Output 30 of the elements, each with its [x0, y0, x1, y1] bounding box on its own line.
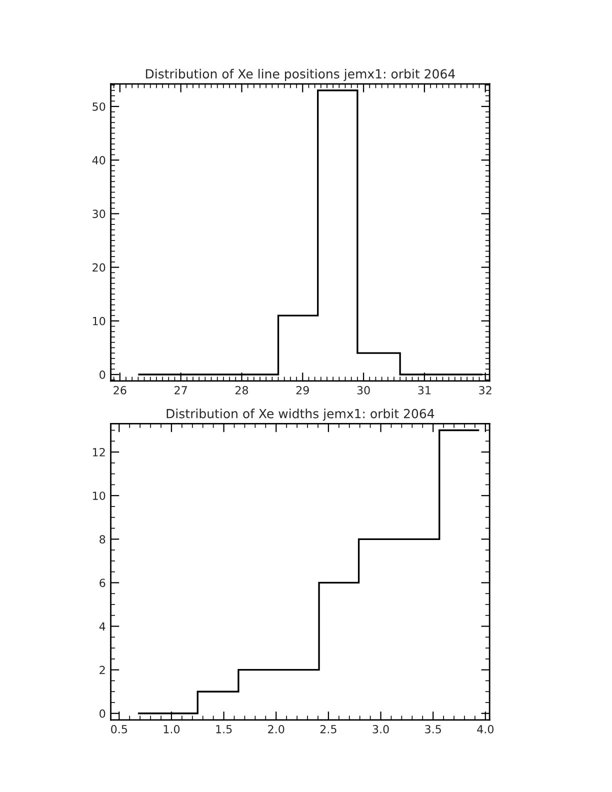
y-tick-label: 6 [100, 578, 106, 588]
y-tick-label: 2 [100, 666, 105, 674]
x-tick-label: 27 [174, 386, 187, 394]
x-tick-label: 4.0 [477, 724, 494, 734]
x-tick-label: 30 [357, 386, 370, 394]
x-tick-label: 32 [479, 386, 492, 394]
chart-title: Distribution of Xe widths jemx1: orbit 2064 [166, 408, 434, 421]
x-tick-label: 2.5 [320, 724, 336, 734]
x-tick-label: 3.5 [425, 724, 441, 734]
y-tick-label: 40 [92, 156, 106, 164]
x-tick-label: 1.5 [216, 725, 232, 734]
x-tick-label: 3.0 [372, 724, 389, 734]
x-tick-label: 29 [296, 386, 309, 394]
y-tick-label: 12 [92, 448, 105, 456]
x-tick-label: 0.5 [111, 724, 128, 734]
y-tick-label: 50 [92, 102, 106, 111]
y-tick-label: 0 [100, 370, 106, 379]
y-tick-label: 4 [99, 622, 106, 630]
y-tick-label: 8 [100, 535, 106, 544]
y-tick-label: 30 [92, 210, 106, 218]
x-tick-label: 2.0 [268, 724, 284, 734]
x-tick-label: 31 [418, 386, 430, 394]
y-tick-label: 0 [100, 709, 106, 718]
y-tick-label: 20 [92, 263, 106, 272]
x-tick-label: 1.0 [164, 724, 180, 734]
y-tick-label: 10 [92, 492, 106, 500]
y-tick-label: 10 [92, 316, 106, 326]
x-tick-label: 26 [114, 386, 126, 394]
chart-title: Distribution of Xe line positions jemx1: orbit 2064 [146, 68, 455, 81]
x-tick-label: 28 [235, 386, 248, 394]
